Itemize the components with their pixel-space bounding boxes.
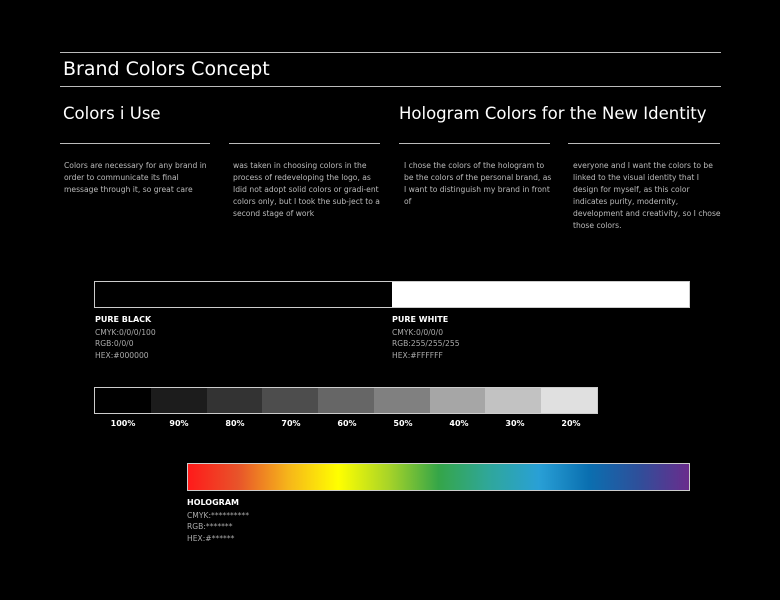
tint-swatch [95,388,151,413]
black-label: PURE BLACK CMYK:0/0/0/100 RGB:0/0/0 HEX:… [95,314,156,361]
cmyk: CMYK:0/0/0/100 [95,327,156,337]
rgb: RGB:255/255/255 [392,339,460,348]
hologram-gradient-bar [187,463,690,491]
black-white-bar [94,281,690,308]
tint-swatch [373,388,430,413]
white-label: PURE WHITE CMYK:0/0/0/0 RGB:255/255/255 … [392,314,460,361]
swatch-name: PURE WHITE [392,315,449,324]
tint-swatch [150,388,207,413]
tint-label: 40% [449,419,469,428]
cmyk: CMYK:********** [187,510,249,520]
swatch-black [95,282,392,307]
paragraph: Colors are necessary for any brand in or… [64,161,207,194]
tint-swatch [262,388,319,413]
tint-swatch [485,388,542,413]
page-title: Brand Colors Concept [63,58,270,80]
tint-label: 80% [225,419,245,428]
divider [229,143,380,144]
section-heading-colors: Colors i Use [63,104,161,123]
paragraph: I chose the colors of the hologram to be… [404,161,552,206]
divider [60,143,210,144]
hex: HEX:#000000 [95,350,149,360]
tint-label: 100% [110,419,136,428]
tint-bar [94,387,598,414]
swatch-white [392,282,689,307]
hex: HEX:#****** [187,533,235,543]
swatch-name: HOLOGRAM [187,498,239,507]
rgb: RGB:******* [187,522,233,531]
tint-label: 90% [169,419,189,428]
top-rule [60,52,721,53]
section-heading-hologram: Hologram Colors for the New Identity [399,104,707,123]
divider [568,143,720,144]
tint-label: 50% [393,419,413,428]
tint-label: 70% [281,419,301,428]
tint-label: 20% [561,419,581,428]
swatch-name: PURE BLACK [95,315,152,324]
cmyk: CMYK:0/0/0/0 [392,327,444,337]
rgb: RGB:0/0/0 [95,339,134,348]
paragraph: was taken in choosing colors in the proc… [233,161,380,218]
tint-swatch [318,388,374,413]
hex: HEX:#FFFFFF [392,350,443,360]
hologram-label: HOLOGRAM CMYK:********** RGB:******* HEX… [187,497,249,544]
tint-swatch [206,388,263,413]
tint-label: 60% [337,419,357,428]
title-rule [60,86,721,87]
tint-swatch [429,388,486,413]
divider [399,143,550,144]
tint-swatch [541,388,598,413]
tint-label: 30% [505,419,525,428]
paragraph: everyone and I want the colors to be lin… [573,161,721,230]
